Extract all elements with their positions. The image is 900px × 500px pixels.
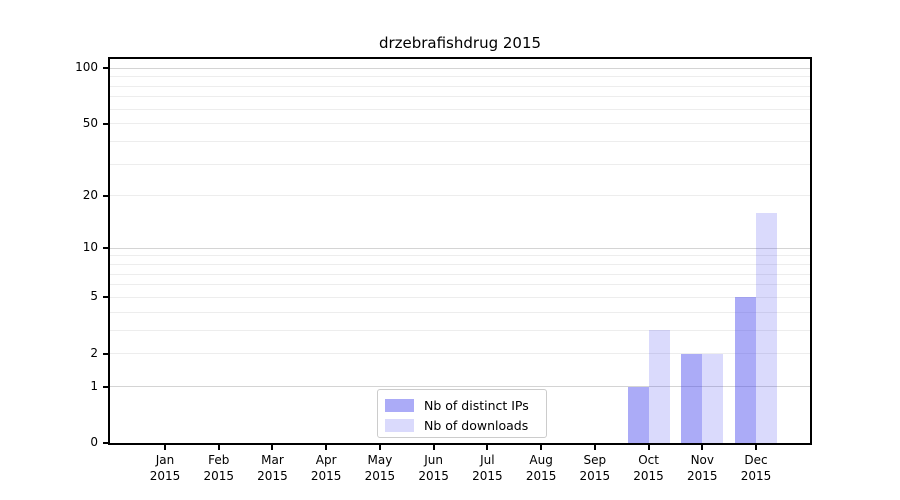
bar-distinct-ips-nov-2015 [681,353,703,443]
plot-area [108,57,812,445]
x-tick [378,445,381,450]
bar-downloads-dec-2015 [756,212,778,443]
minor-gridline [110,96,810,98]
y-tick [103,247,108,250]
minor-gridline [110,284,810,286]
x-tick-label: Mar 2015 [257,453,288,483]
y-tick-label: 2 [90,345,98,360]
minor-gridline [110,140,810,142]
legend-item-downloads: Nb of downloads [385,417,538,434]
legend-swatch-distinct-ips [385,399,414,412]
x-tick-label: May 2015 [364,453,396,483]
y-tick-label: 20 [82,187,98,202]
y-tick-label: 10 [82,240,98,255]
minor-gridline [110,264,810,266]
legend-label-downloads: Nb of downloads [424,418,529,433]
y-tick [103,122,108,125]
bar-downloads-oct-2015 [648,330,670,443]
x-tick [593,445,596,450]
legend-label-distinct-ips: Nb of distinct IPs [424,398,529,413]
y-tick-label: 1 [90,378,98,393]
y-tick-label: 50 [82,115,98,130]
x-tick [164,445,166,450]
x-tick [325,445,328,450]
minor-gridline [110,123,810,125]
x-tick [271,445,274,450]
x-tick [540,445,543,450]
x-tick [432,445,435,450]
y-tick-label: 0 [90,435,98,449]
minor-gridline [110,296,810,298]
minor-gridline [110,353,810,355]
x-tick-label: Jan 2015 [149,453,181,483]
x-tick [701,445,704,450]
bar-distinct-ips-oct-2015 [627,386,649,443]
x-tick [647,445,650,450]
minor-gridline [110,311,810,313]
x-tick-label: Aug 2015 [525,453,557,483]
major-gridline [110,67,810,69]
legend: Nb of distinct IPs Nb of downloads [377,389,547,438]
minor-gridline [110,163,810,165]
x-tick-label: Jul 2015 [472,453,503,483]
x-tick-label: Nov 2015 [687,453,718,483]
x-tick [217,445,220,450]
major-gridline [110,247,810,249]
bar-downloads-nov-2015 [702,353,724,443]
x-tick-label: Sep 2015 [579,453,611,483]
minor-gridline [110,85,810,87]
major-gridline [110,386,810,388]
y-tick [103,385,108,388]
minor-gridline [110,195,810,197]
y-tick [103,296,108,299]
y-tick [103,194,108,197]
minor-gridline [110,329,810,331]
y-tick [103,352,108,355]
x-tick [486,445,489,450]
minor-gridline [110,273,810,275]
y-tick-label: 100 [75,60,98,75]
minor-gridline [110,108,810,110]
y-tick [103,442,108,444]
x-tick-label: Jun 2015 [418,453,449,483]
x-tick-label: Apr 2015 [310,453,342,483]
y-tick-label: 5 [90,289,98,304]
bar-distinct-ips-dec-2015 [735,297,757,443]
x-tick [755,445,758,450]
legend-item-distinct-ips: Nb of distinct IPs [385,397,538,414]
legend-swatch-downloads [385,419,414,432]
minor-gridline [110,76,810,78]
x-tick-label: Dec 2015 [740,453,772,483]
x-tick-label: Feb 2015 [203,453,234,483]
x-tick-label: Oct 2015 [633,453,664,483]
y-tick [103,67,108,70]
minor-gridline [110,255,810,257]
chart-title: drzebrafishdrug 2015 [378,34,542,52]
